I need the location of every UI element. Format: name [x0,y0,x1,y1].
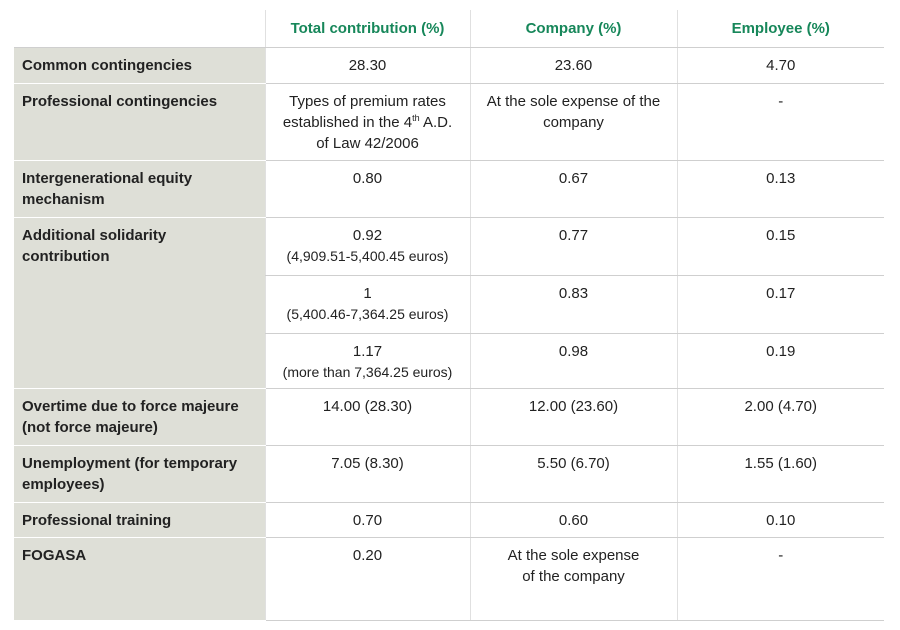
header-cell: Employee (%) [676,10,884,48]
cell: 0.10 [676,502,884,538]
row: 1.17 (more than 7,364.25 euros) 0.98 0.19 [14,333,884,389]
cell: 0.19 [676,333,884,389]
cell: 0.60 [469,502,677,538]
cell: 0.77 [469,217,677,276]
header-row: Total contribution (%) Company (%) Emplo… [14,10,884,48]
cell: 23.60 [469,47,677,84]
range-note: (5,400.46-7,364.25 euros) [286,306,449,322]
row-label: FOGASA [14,537,265,621]
row-label: Unemployment (for temporary employees) [14,445,265,503]
cell: - [676,537,884,621]
cell: 4.70 [676,47,884,84]
row: Common contingencies 28.30 23.60 4.70 [14,47,884,84]
cell: 12.00 (23.60) [469,388,677,446]
range-note: (4,909.51-5,400.45 euros) [286,248,449,264]
cell: 0.80 [264,160,470,218]
row-label: Overtime due to force majeure (not force… [14,388,265,446]
row: Overtime due to force majeure (not force… [14,388,884,446]
superscript: th [412,113,420,123]
header-cell: Company (%) [469,10,677,48]
row-label: Intergenerational equity mechanism [14,160,265,218]
cell-text: 1 [363,285,372,302]
row: Unemployment (for temporary employees) 7… [14,445,884,503]
range-note: (more than 7,364.25 euros) [282,364,453,380]
cell: 0.70 [264,502,470,538]
row: Professional contingencies Types of prem… [14,83,884,161]
cell: 1 (5,400.46-7,364.25 euros) [264,275,470,334]
cell: Types of premium rates established in th… [264,83,470,161]
row: Additional solidarity contribution 0.92 (… [14,217,884,389]
cell: 28.30 [264,47,470,84]
cell-text: 1.17 [352,343,383,360]
row: Professional training 0.70 0.60 0.10 [14,502,884,538]
cell: 0.20 [264,537,470,621]
row-label: Professional training [14,502,265,538]
cell: At the sole expense of the company [469,83,677,161]
cell: 14.00 (28.30) [264,388,470,446]
cell-text: A.D. of Law 42/2006 [316,114,453,152]
cell: 1.55 (1.60) [676,445,884,503]
cell: 2.00 (4.70) [676,388,884,446]
cell-text: 0.92 [352,227,383,244]
cell: 0.13 [676,160,884,218]
contribution-table: Total contribution (%) Company (%) Emplo… [14,10,884,621]
cell: 7.05 (8.30) [264,445,470,503]
cell: At the sole expense of the company [469,537,677,621]
cell: 0.15 [676,217,884,276]
cell: 1.17 (more than 7,364.25 euros) [264,333,470,389]
row-label: Professional contingencies [14,83,265,161]
cell-text: Types of premium rates established in th… [282,93,446,131]
row-label: Common contingencies [14,47,265,84]
cell: 0.98 [469,333,677,389]
row: Intergenerational equity mechanism 0.80 … [14,160,884,218]
cell: 5.50 (6.70) [469,445,677,503]
cell: 0.17 [676,275,884,334]
row-label: Additional solidarity contribution [14,217,265,389]
cell: 0.67 [469,160,677,218]
row: 1 (5,400.46-7,364.25 euros) 0.83 0.17 [14,275,884,334]
cell: 0.83 [469,275,677,334]
cell: 0.92 (4,909.51-5,400.45 euros) [264,217,470,276]
corner [14,10,265,48]
cell: - [676,83,884,161]
row: FOGASA 0.20 At the sole expense of the c… [14,537,884,621]
header-cell: Total contribution (%) [264,10,470,48]
